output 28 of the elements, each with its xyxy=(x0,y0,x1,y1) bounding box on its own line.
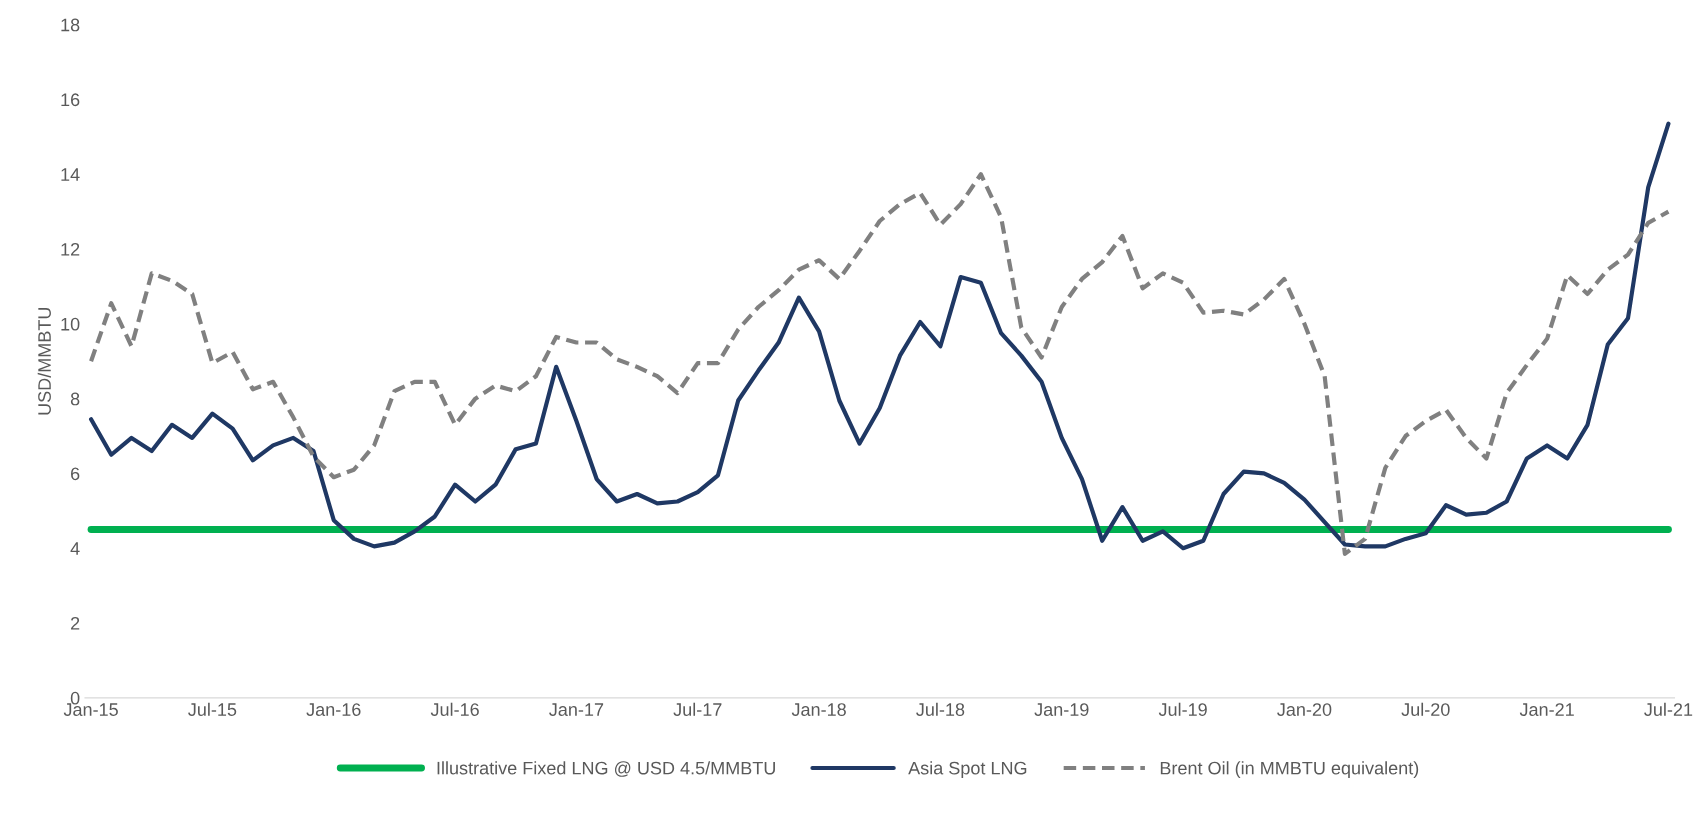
x-tick-label: Jan-16 xyxy=(306,703,361,716)
y-tick-label: 8 xyxy=(70,392,80,406)
y-tick-label: 6 xyxy=(71,467,80,481)
y-tick-label: 4 xyxy=(70,542,80,555)
y-tick-label: 16 xyxy=(61,93,80,107)
x-tick-label: Jul-16 xyxy=(430,702,479,716)
x-tick-label: Jul-20 xyxy=(1401,702,1450,716)
legend-label: Asia Spot LNG xyxy=(908,761,1027,779)
x-tick-label: Jul-21 xyxy=(1644,702,1693,716)
x-tick-label: Jan-20 xyxy=(1277,703,1332,716)
x-tick-label: Jan-15 xyxy=(63,703,118,716)
y-tick-label: 10 xyxy=(61,317,80,331)
x-tick-label: Jul-19 xyxy=(1158,702,1207,716)
x-tick-label: Jul-18 xyxy=(916,702,965,716)
x-tick-label: Jul-17 xyxy=(673,702,722,716)
y-axis-title: USD/MMBTU xyxy=(37,307,51,415)
y-tick-label: 0 xyxy=(70,691,80,705)
x-tick-label: Jan-18 xyxy=(791,703,846,716)
y-tick-label: 2 xyxy=(71,616,80,630)
x-tick-label: Jan-19 xyxy=(1034,703,1089,716)
y-tick-label: 18 xyxy=(61,18,80,32)
x-tick-label: Jan-21 xyxy=(1519,703,1574,716)
x-tick-label: Jul-15 xyxy=(188,702,237,716)
x-tick-label: Jan-17 xyxy=(549,703,604,716)
legend-label: Brent Oil (in MMBTU equivalent) xyxy=(1160,761,1419,779)
y-tick-label: 12 xyxy=(61,242,80,256)
y-tick-label: 14 xyxy=(61,168,80,181)
legend-label: Illustrative Fixed LNG @ USD 4.5/MMBTU xyxy=(437,761,775,777)
